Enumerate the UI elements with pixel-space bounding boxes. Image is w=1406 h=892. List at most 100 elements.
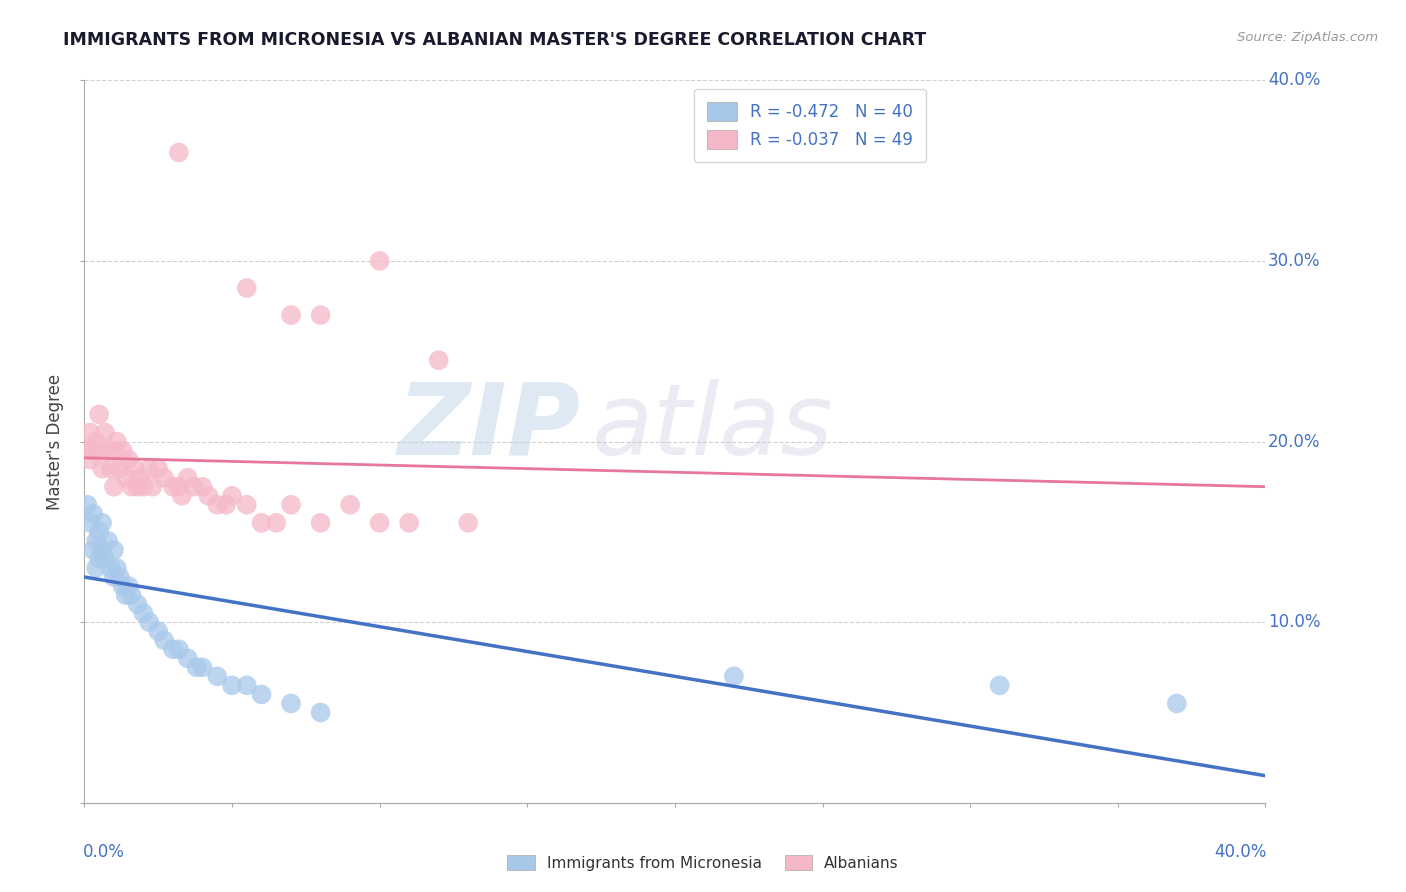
Text: 10.0%: 10.0% xyxy=(1268,613,1320,632)
Point xyxy=(114,471,136,485)
Point xyxy=(105,434,128,449)
Point xyxy=(236,498,259,512)
Point xyxy=(280,308,302,322)
Point xyxy=(121,480,143,494)
Point xyxy=(236,678,259,692)
Point xyxy=(1166,697,1188,711)
Point xyxy=(87,443,111,458)
Point xyxy=(207,669,229,683)
Point xyxy=(167,480,190,494)
Point xyxy=(167,642,190,657)
Point xyxy=(103,443,125,458)
Text: Source: ZipAtlas.com: Source: ZipAtlas.com xyxy=(1237,31,1378,45)
Point xyxy=(191,660,214,674)
Point xyxy=(79,516,101,530)
Point xyxy=(100,561,122,575)
Point xyxy=(82,507,104,521)
Point xyxy=(398,516,420,530)
Point xyxy=(76,443,98,458)
Point xyxy=(127,480,149,494)
Text: 0.0%: 0.0% xyxy=(83,843,125,861)
Point xyxy=(79,425,101,440)
Point xyxy=(138,461,160,475)
Point xyxy=(84,533,107,548)
Point xyxy=(103,480,125,494)
Point xyxy=(87,524,111,539)
Point xyxy=(148,624,170,639)
Point xyxy=(368,516,391,530)
Point xyxy=(339,498,361,512)
Point xyxy=(124,461,146,475)
Point xyxy=(100,461,122,475)
Point xyxy=(186,660,208,674)
Point xyxy=(111,579,134,593)
Point xyxy=(132,480,155,494)
Point xyxy=(177,651,200,665)
Point xyxy=(368,254,391,268)
Point xyxy=(127,597,149,611)
Legend: R = -0.472   N = 40, R = -0.037   N = 49: R = -0.472 N = 40, R = -0.037 N = 49 xyxy=(693,88,927,162)
Point xyxy=(153,633,176,648)
Point xyxy=(191,480,214,494)
Point xyxy=(79,452,101,467)
Point xyxy=(108,461,131,475)
Legend: Immigrants from Micronesia, Albanians: Immigrants from Micronesia, Albanians xyxy=(498,846,908,880)
Point xyxy=(138,615,160,630)
Point xyxy=(148,461,170,475)
Point xyxy=(94,552,117,566)
Point xyxy=(114,588,136,602)
Point xyxy=(87,408,111,422)
Text: 40.0%: 40.0% xyxy=(1215,843,1267,861)
Point xyxy=(250,687,273,701)
Point xyxy=(988,678,1011,692)
Point xyxy=(250,516,273,530)
Point xyxy=(105,561,128,575)
Point xyxy=(103,570,125,584)
Point xyxy=(167,145,190,160)
Point xyxy=(118,452,141,467)
Point xyxy=(183,480,205,494)
Point xyxy=(82,443,104,458)
Y-axis label: Master's Degree: Master's Degree xyxy=(46,374,65,509)
Point xyxy=(87,552,111,566)
Point xyxy=(84,561,107,575)
Point xyxy=(280,697,302,711)
Point xyxy=(221,489,243,503)
Point xyxy=(103,542,125,557)
Point xyxy=(309,706,332,720)
Text: 40.0%: 40.0% xyxy=(1268,71,1320,89)
Point xyxy=(76,498,98,512)
Point xyxy=(215,498,238,512)
Point xyxy=(84,434,107,449)
Text: IMMIGRANTS FROM MICRONESIA VS ALBANIAN MASTER'S DEGREE CORRELATION CHART: IMMIGRANTS FROM MICRONESIA VS ALBANIAN M… xyxy=(63,31,927,49)
Point xyxy=(153,471,176,485)
Text: ZIP: ZIP xyxy=(398,378,581,475)
Point xyxy=(108,570,131,584)
Point xyxy=(118,579,141,593)
Point xyxy=(94,425,117,440)
Point xyxy=(207,498,229,512)
Point xyxy=(91,542,114,557)
Point xyxy=(111,443,134,458)
Point xyxy=(91,516,114,530)
Point xyxy=(177,471,200,485)
Point xyxy=(91,461,114,475)
Point xyxy=(162,480,184,494)
Point xyxy=(427,353,450,368)
Point xyxy=(121,588,143,602)
Point xyxy=(266,516,288,530)
Text: atlas: atlas xyxy=(592,378,834,475)
Point xyxy=(97,533,120,548)
Point xyxy=(129,471,152,485)
Text: 20.0%: 20.0% xyxy=(1268,433,1320,450)
Point xyxy=(309,516,332,530)
Point xyxy=(236,281,259,295)
Point xyxy=(309,308,332,322)
Point xyxy=(197,489,219,503)
Text: 30.0%: 30.0% xyxy=(1268,252,1320,270)
Point xyxy=(141,480,163,494)
Point xyxy=(457,516,479,530)
Point xyxy=(723,669,745,683)
Point xyxy=(162,642,184,657)
Point xyxy=(132,606,155,620)
